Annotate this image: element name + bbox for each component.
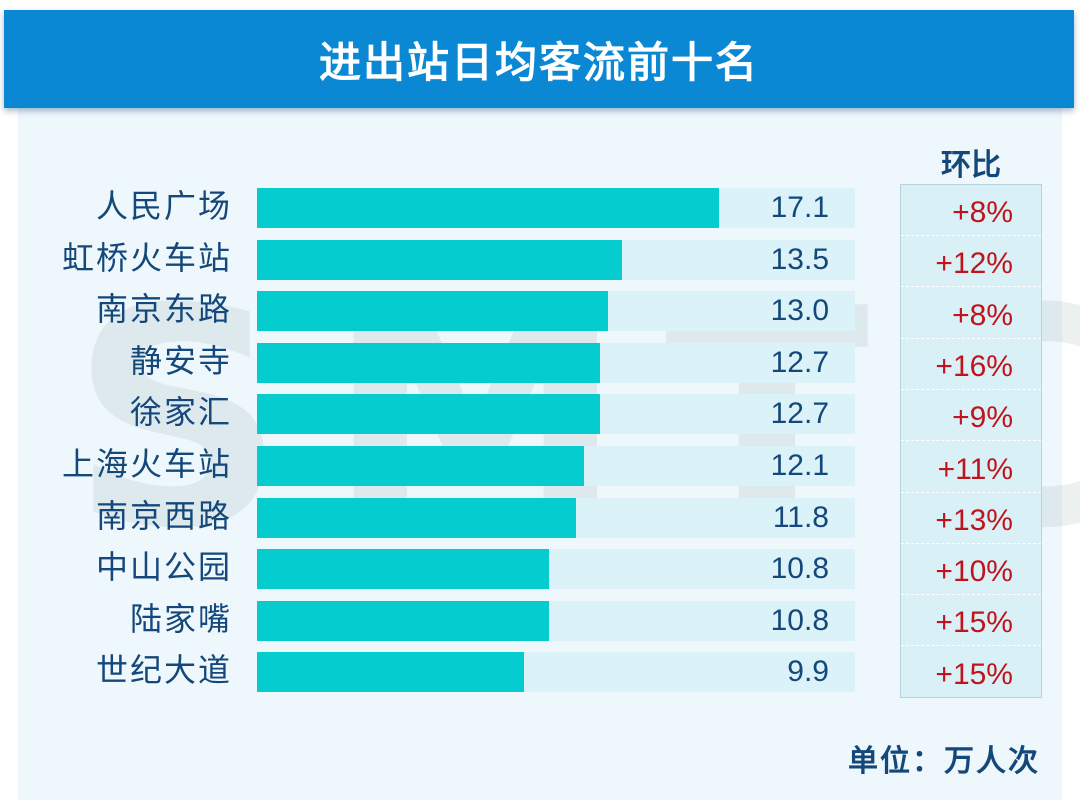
bar-track: 17.1 <box>257 188 855 228</box>
table-row: 南京东路 13.0 <box>0 290 1080 332</box>
station-label: 静安寺 <box>129 341 232 380</box>
bar <box>257 446 584 486</box>
table-row: 南京西路 11.8 <box>0 497 1080 538</box>
table-row: 静安寺 12.7 <box>0 342 1080 383</box>
station-label: 南京西路 <box>95 496 232 535</box>
bar-value: 11.8 <box>772 500 829 534</box>
change-cell: +15% <box>901 595 1041 647</box>
bar-value: 10.8 <box>770 552 829 586</box>
bar-track: 12.7 <box>257 394 855 435</box>
bar-track: 11.8 <box>257 497 855 538</box>
bar <box>257 600 549 641</box>
bar <box>257 188 719 228</box>
table-row: 徐家汇 12.7 <box>0 393 1080 435</box>
bar-value: 12.7 <box>770 397 829 431</box>
bar-track: 10.8 <box>257 600 855 641</box>
change-cell: +12% <box>901 236 1041 288</box>
station-label: 虹桥火车站 <box>61 238 232 277</box>
bar-value: 13.5 <box>770 242 829 276</box>
station-label: 南京东路 <box>95 290 232 329</box>
bar <box>257 394 601 435</box>
unit-label: 单位：万人次 <box>848 744 1040 779</box>
bar-track: 13.0 <box>257 291 855 332</box>
table-row: 虹桥火车站 13.5 <box>0 239 1080 280</box>
bar-track: 13.5 <box>257 239 855 280</box>
bar-value: 13.0 <box>770 294 829 328</box>
bar <box>257 497 576 538</box>
station-label: 陆家嘴 <box>129 599 232 638</box>
bar <box>257 652 525 693</box>
bar-track: 12.7 <box>257 342 855 383</box>
station-label: 人民广场 <box>95 187 232 225</box>
bar-value: 12.7 <box>770 345 829 379</box>
change-cell: +15% <box>935 657 1013 691</box>
table-row: 人民广场 17.1 <box>0 187 1080 228</box>
bar <box>257 239 622 280</box>
table-row: 中山公园 10.8 <box>0 548 1080 590</box>
bar <box>257 342 601 383</box>
change-cell: +13% <box>901 493 1041 544</box>
bar-track: 10.8 <box>257 549 855 590</box>
bar <box>257 549 549 590</box>
title-banner: 进出站日均客流前十名 <box>4 10 1074 108</box>
change-column: +8% +12% +8% +16% +9% +11% +13% +10% +15% +15% <box>900 184 1042 698</box>
bar-value: 12.1 <box>770 449 829 482</box>
station-label: 上海火车站 <box>61 445 232 483</box>
station-label: 中山公园 <box>95 548 232 587</box>
change-column-title: 环比 <box>941 148 1001 183</box>
bar-value: 10.8 <box>770 603 829 637</box>
station-label: 徐家汇 <box>129 393 232 432</box>
table-row: 上海火车站 12.1 <box>0 445 1080 486</box>
change-cell: +8% <box>901 288 1041 339</box>
change-cell: +16% <box>901 339 1041 390</box>
change-cell: +8% <box>901 185 1041 236</box>
chart-title: 进出站日均客流前十名 <box>318 37 759 87</box>
bar-value: 17.1 <box>770 191 829 224</box>
bar-track: 12.1 <box>257 446 855 486</box>
change-cell: +11% <box>901 442 1041 493</box>
change-cell: +9% <box>901 390 1041 442</box>
station-label: 世纪大道 <box>95 651 232 690</box>
table-row: 陆家嘴 10.8 <box>0 600 1080 641</box>
bar <box>257 291 609 332</box>
bar-track: 9.9 <box>257 652 855 693</box>
bar-value: 9.9 <box>787 655 829 689</box>
change-cell: +10% <box>901 544 1041 596</box>
table-row: 世纪大道 9.9 <box>0 651 1080 693</box>
